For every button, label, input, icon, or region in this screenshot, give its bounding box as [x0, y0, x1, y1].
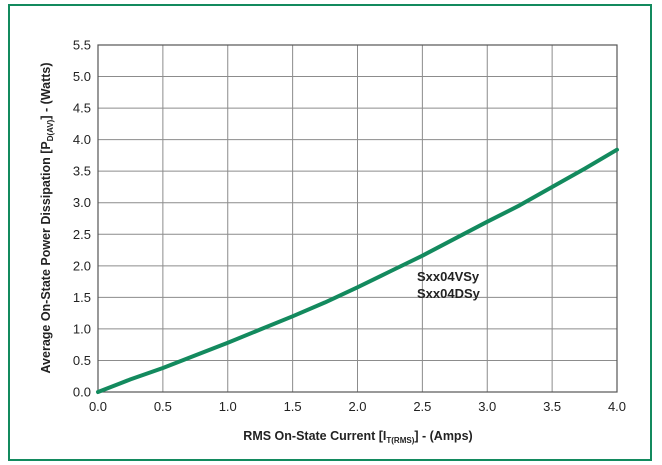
chart-frame	[8, 4, 652, 461]
y-tick-label: 4.0	[73, 132, 91, 147]
x-tick-label: 1.5	[284, 399, 302, 414]
y-tick-label: 0.0	[73, 385, 91, 400]
x-tick-label: 4.0	[608, 399, 626, 414]
x-tick-label: 3.5	[543, 399, 561, 414]
x-tick-label: 1.0	[219, 399, 237, 414]
y-tick-label: 3.0	[73, 195, 91, 210]
plot-area	[97, 44, 618, 393]
series-line	[96, 147, 619, 394]
y-tick-label: 5.0	[73, 69, 91, 84]
y-tick-label: 3.5	[73, 164, 91, 179]
annotation-sxx04dsy: Sxx04DSy	[417, 286, 481, 301]
y-tick-label: 4.5	[73, 101, 91, 116]
x-tick-label: 2.0	[348, 399, 366, 414]
x-tick-label: 0.0	[89, 399, 107, 414]
y-tick-label: 2.5	[73, 227, 91, 242]
y-tick-label: 5.5	[73, 38, 91, 53]
y-tick-label: 1.5	[73, 290, 91, 305]
y-tick-label: 0.5	[73, 353, 91, 368]
y-tick-label: 1.0	[73, 321, 91, 336]
x-tick-label: 2.5	[413, 399, 431, 414]
y-axis-title: Average On-State Power Dissipation [PD(A…	[39, 62, 55, 373]
x-tick-label: 3.0	[478, 399, 496, 414]
x-axis-title: RMS On-State Current [IT(RMS)] - (Amps)	[243, 429, 472, 445]
x-tick-label: 0.5	[154, 399, 172, 414]
y-tick-label: 2.0	[73, 258, 91, 273]
annotation-sxx04vsy: Sxx04VSy	[417, 269, 480, 284]
